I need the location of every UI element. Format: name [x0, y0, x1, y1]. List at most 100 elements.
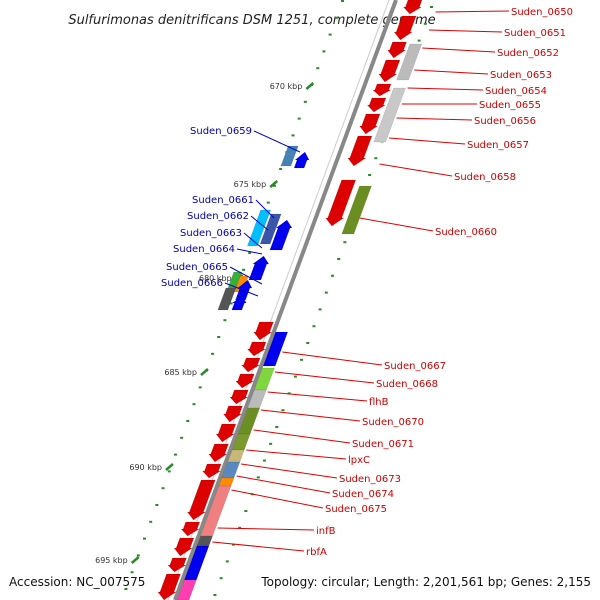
scale-dot [161, 487, 165, 490]
scale-dot [231, 543, 235, 546]
scale-tick [165, 463, 174, 471]
gene-label-forward: Suden_0670 [362, 417, 424, 428]
gene-feature [341, 185, 372, 235]
gene-label-forward: Suden_0673 [339, 474, 401, 485]
gene-feature [208, 443, 229, 463]
leader-line [250, 215, 269, 231]
scale-tick-label: 670 kbp [270, 82, 303, 91]
gene-label-reverse: Suden_0659 [190, 126, 252, 137]
scale-dot [136, 554, 140, 557]
gene-feature [402, 0, 423, 15]
leader-line [260, 409, 361, 422]
map-title: Sulfurimonas denitrificans DSM 1251, com… [68, 13, 435, 28]
gene-feature [173, 537, 195, 557]
gene-label-forward: infB [316, 526, 336, 537]
scale-tick [269, 180, 279, 188]
gene-feature [180, 521, 201, 537]
leader-line [236, 248, 263, 255]
gene-feature [167, 557, 187, 573]
leader-line [241, 463, 338, 479]
gene-label-forward: Suden_0658 [454, 172, 516, 183]
gene-feature [366, 97, 387, 113]
gene-feature [247, 209, 272, 247]
scale-tick-label: 680 kbp [199, 274, 232, 283]
scale-dot [328, 33, 332, 36]
scale-dot [417, 39, 421, 42]
scale-dot [142, 537, 146, 540]
gene-label-forward: rbfA [306, 547, 327, 558]
scale-dots-outer [124, 0, 344, 590]
gene-label-forward: Suden_0654 [485, 86, 547, 97]
scale-dot [316, 67, 320, 70]
scale-dot [300, 358, 304, 361]
leader-line [274, 371, 375, 384]
gene-label-forward: Suden_0675 [325, 504, 387, 515]
leader-line [389, 137, 466, 145]
gene-feature [248, 255, 270, 281]
leader-line [414, 69, 489, 75]
scale-dot [149, 520, 153, 523]
label-leader-lines [212, 10, 510, 552]
gene-feature [235, 373, 255, 389]
leader-line [231, 489, 324, 509]
leader-line [379, 163, 453, 177]
leader-line [359, 217, 434, 232]
leader-line [224, 282, 259, 297]
scale-dot [303, 100, 307, 103]
scale-dot [155, 504, 159, 506]
gene-feature [269, 219, 293, 251]
gene-label-forward: Suden_0653 [490, 70, 552, 81]
gene-label-reverse: Suden_0665 [166, 262, 228, 273]
leader-line [267, 391, 368, 402]
scale-tick-label: 675 kbp [234, 180, 267, 189]
gene-label-forward: Suden_0652 [497, 48, 559, 59]
scale-ticks [130, 82, 315, 564]
gene-feature [373, 87, 406, 143]
gene-feature [229, 389, 249, 405]
gene-feature [231, 295, 247, 311]
leader-line [253, 130, 301, 153]
scale-dot [334, 16, 338, 19]
scale-tick [305, 82, 315, 90]
gene-feature [215, 423, 237, 443]
gene-feature [186, 479, 216, 521]
scale-dots-inner [213, 6, 433, 596]
leader-line [282, 351, 383, 366]
gene-feature [223, 405, 243, 423]
scale-dot [275, 426, 279, 428]
scale-dot [130, 571, 134, 574]
scale-dot [211, 352, 215, 355]
gene-label-forward: Suden_0667 [384, 361, 446, 372]
scale-dot [330, 274, 334, 277]
accession-text: Accession: NC_007575 [9, 575, 145, 589]
gene-label-forward: Suden_0655 [479, 100, 541, 111]
gene-feature [325, 179, 357, 227]
gene-label-reverse: Suden_0664 [173, 244, 235, 255]
gene-label-forward: Suden_0668 [376, 379, 438, 390]
gene-label-forward: Suden_0660 [435, 227, 497, 238]
gene-label-forward: Suden_0671 [352, 439, 414, 450]
scale-dot [269, 442, 273, 445]
scale-dot [186, 420, 190, 422]
gene-label-reverse: Suden_0662 [187, 211, 249, 222]
scale-dot [279, 168, 283, 170]
scale-dot [374, 157, 378, 160]
gene-label-forward: flhB [369, 397, 389, 408]
leader-line [255, 199, 275, 219]
scale-dot [266, 201, 270, 204]
scale-dot [223, 319, 227, 322]
scale-dot [167, 470, 171, 473]
scale-dot [281, 409, 285, 412]
gene-feature [372, 83, 392, 97]
scale-dot [343, 241, 347, 244]
scale-dot [324, 291, 328, 294]
gene-feature [176, 579, 197, 600]
leader-line [407, 87, 484, 91]
scale-dot [287, 392, 291, 395]
scale-dot [238, 526, 242, 529]
scale-dot [256, 476, 260, 479]
gene-feature [157, 573, 181, 600]
leader-line [428, 29, 503, 33]
gene-feature [280, 145, 299, 167]
